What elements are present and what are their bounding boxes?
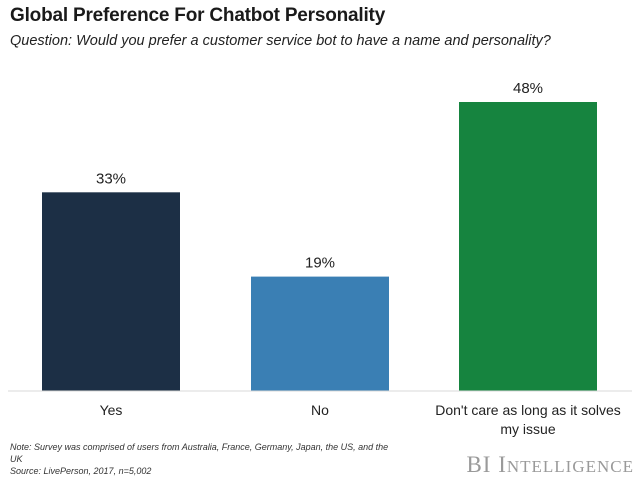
brand-lead: BI <box>466 452 492 477</box>
bar-3 <box>459 102 597 391</box>
bi-intelligence-logo: BI INTELLIGENCE <box>466 452 634 478</box>
category-labels-group: Yes No Don't care as long as it solves my i… <box>100 402 621 437</box>
chart-title: Global Preference For Chatbot Personalit… <box>10 5 386 26</box>
category-label-line: my issue <box>500 421 555 437</box>
bar-1 <box>42 192 180 391</box>
category-label-3: Don't care as long as it solves my issue <box>435 402 621 437</box>
bar-2 <box>251 276 389 391</box>
survey-note: Note: Survey was comprised of users from… <box>10 442 389 464</box>
value-label-1: 33% <box>96 170 126 187</box>
category-label-2: No <box>311 402 329 418</box>
chart-subtitle: Question: Would you prefer a customer se… <box>10 33 551 49</box>
value-labels-group: 33% 19% 48% <box>96 80 543 272</box>
category-label-line: Don't care as long as it solves <box>435 402 621 418</box>
value-label-2: 19% <box>305 255 335 272</box>
source-note: Source: LivePerson, 2017, n=5,002 <box>10 466 152 476</box>
category-label-line: Yes <box>100 402 123 418</box>
bars-group <box>42 102 597 391</box>
category-label-1: Yes <box>100 402 123 418</box>
brand-cap: I <box>498 452 507 477</box>
brand-rest: NTELLIGENCE <box>506 457 634 476</box>
value-label-3: 48% <box>513 80 543 97</box>
category-label-line: No <box>311 402 329 418</box>
